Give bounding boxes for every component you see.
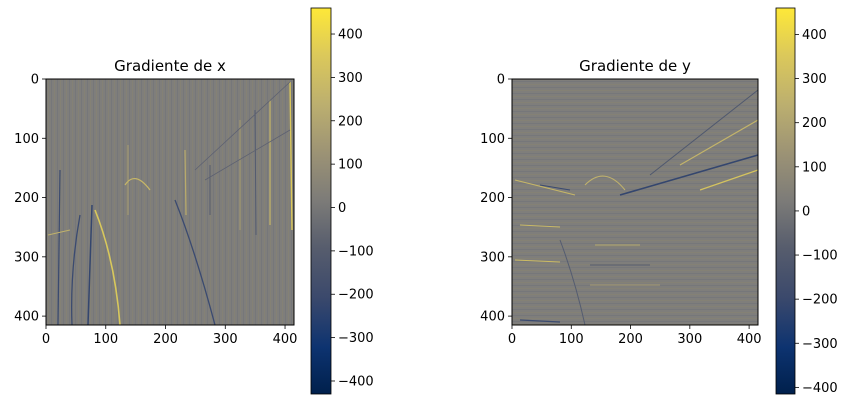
colorbar-tick-label: 200: [802, 116, 827, 131]
y-tick-label: 100: [480, 132, 505, 147]
y-tick-label: 400: [14, 310, 39, 325]
colorbar-tick-label: 300: [802, 72, 827, 87]
y-axis: 0 100 200 300 400: [14, 73, 46, 325]
colorbar-tick-label: −300: [338, 331, 374, 346]
colorbar-tick-label: −200: [802, 293, 838, 308]
x-tick-label: 400: [737, 332, 762, 347]
y-axis: 0 100 200 300 400: [480, 73, 512, 325]
y-tick-label: 0: [31, 73, 39, 88]
x-tick-label: 300: [213, 332, 238, 347]
x-axis: 0 100 200 300 400: [508, 325, 762, 347]
y-tick-label: 200: [480, 191, 505, 206]
x-tick-label: 400: [273, 332, 298, 347]
colorbar-tick-label: −100: [338, 244, 374, 259]
gradient-x-image: [46, 79, 294, 326]
y-tick-label: 400: [480, 310, 505, 325]
y-tick-label: 300: [480, 250, 505, 265]
chart-title: Gradiente de x: [114, 57, 226, 75]
colorbar-tick-label: −400: [802, 381, 838, 396]
gradient-y-panel: Gradiente de y 0 100 200 300 400 0 100 200 300 4…: [480, 7, 838, 396]
x-tick-label: 100: [93, 332, 118, 347]
y-tick-label: 200: [14, 191, 39, 206]
colorbar: −400 −300 −200 −100 0 100 200 300 400: [310, 7, 374, 395]
colorbar-tick-label: 400: [338, 28, 363, 43]
chart-title: Gradiente de y: [579, 57, 691, 75]
colorbar-tick-label: −200: [338, 288, 374, 303]
x-tick-label: 100: [559, 332, 584, 347]
colorbar-tick-label: 0: [338, 201, 346, 216]
x-tick-label: 300: [677, 332, 702, 347]
colorbar-tick-label: −100: [802, 249, 838, 264]
colorbar-tick-label: −300: [802, 337, 838, 352]
colorbar-tick-label: 100: [802, 160, 827, 175]
y-tick-label: 0: [497, 73, 505, 88]
gradient-x-panel: Gradiente de x 0 100 200 300 400 0 100 200 300 4…: [14, 7, 374, 395]
x-axis: 0 100 200 300 400: [42, 325, 298, 347]
colorbar-tick-label: 0: [802, 204, 810, 219]
plot-frame: [511, 78, 759, 326]
colorbar-tick-label: 100: [338, 158, 363, 173]
x-tick-label: 0: [508, 332, 516, 347]
colorbar-tick-label: 400: [802, 28, 827, 43]
colorbar-tick-label: 300: [338, 71, 363, 86]
x-tick-label: 200: [618, 332, 643, 347]
plot-frame: [45, 78, 295, 326]
gradient-y-image: [512, 79, 759, 326]
colorbar-tick-label: −400: [338, 374, 374, 389]
y-tick-label: 300: [14, 250, 39, 265]
x-tick-label: 0: [42, 332, 50, 347]
colorbar-tick-label: 200: [338, 114, 363, 129]
colorbar: −400 −300 −200 −100 0 100 200 300 400: [775, 7, 838, 396]
y-tick-label: 100: [14, 132, 39, 147]
x-tick-label: 200: [153, 332, 178, 347]
